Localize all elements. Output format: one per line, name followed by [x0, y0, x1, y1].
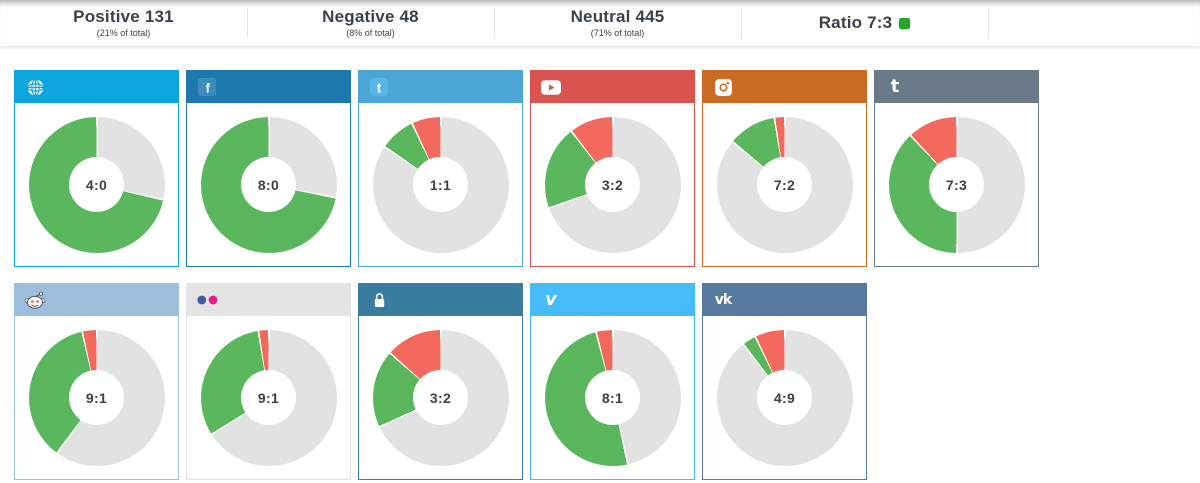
- donut-area-vimeo: 8:1: [531, 316, 694, 479]
- donut-area-twitter: 1:1: [359, 103, 522, 266]
- ratio-label-flickr: 9:1: [257, 389, 280, 406]
- donut-area-reddit: 9:1: [15, 316, 178, 479]
- summary-positive[interactable]: Positive 131 (21% of total): [0, 0, 247, 46]
- donut-area-youtube: 3:2: [531, 103, 694, 266]
- sentiment-donut-youtube[interactable]: 3:2: [544, 116, 681, 253]
- donut-hole: 9:1: [69, 370, 124, 425]
- donut-area-private: 3:2: [359, 316, 522, 479]
- vimeo-icon: v: [545, 289, 557, 310]
- source-card-web: 4:0: [14, 70, 179, 267]
- donut-hole: 3:2: [585, 157, 640, 212]
- positive-count: Positive 131: [73, 7, 174, 27]
- card-header-vk: vk: [703, 284, 866, 316]
- donut-hole: 1:1: [413, 157, 468, 212]
- sentiment-donut-facebook[interactable]: 8:0: [200, 116, 337, 253]
- card-header-reddit: [15, 284, 178, 316]
- svg-text:t: t: [377, 80, 382, 95]
- source-card-tumblr: t 7:3: [874, 70, 1039, 267]
- source-card-twitter: t 1:1: [358, 70, 523, 267]
- summary-negative[interactable]: Negative 48 (8% of total): [247, 0, 494, 46]
- donut-area-tumblr: 7:3: [875, 103, 1038, 266]
- donut-hole: 9:1: [241, 370, 296, 425]
- ratio-color-swatch: [899, 17, 911, 29]
- source-card-youtube: 3:2: [530, 70, 695, 267]
- ratio-label-facebook: 8:0: [257, 176, 280, 193]
- ratio-label-vimeo: 8:1: [601, 389, 624, 406]
- sentiment-donut-twitter[interactable]: 1:1: [372, 116, 509, 253]
- sentiment-donut-instagram[interactable]: 7:2: [716, 116, 853, 253]
- sentiment-donut-web[interactable]: 4:0: [28, 116, 165, 253]
- donut-area-instagram: 7:2: [703, 103, 866, 266]
- card-header-instagram: [703, 71, 866, 103]
- youtube-icon: [540, 76, 562, 98]
- source-card-facebook: f 8:0: [186, 70, 351, 267]
- donut-hole: 4:9: [757, 370, 812, 425]
- summary-ratio[interactable]: Ratio 7:3: [741, 0, 988, 46]
- sentiment-donut-tumblr[interactable]: 7:3: [888, 116, 1025, 253]
- ratio-label-reddit: 9:1: [85, 389, 108, 406]
- donut-area-facebook: 8:0: [187, 103, 350, 266]
- donut-hole: 3:2: [413, 370, 468, 425]
- sentiment-donut-reddit[interactable]: 9:1: [28, 329, 165, 466]
- sentiment-donut-vk[interactable]: 4:9: [716, 329, 853, 466]
- source-card-reddit: 9:1: [14, 283, 179, 480]
- sentiment-donut-private[interactable]: 3:2: [372, 329, 509, 466]
- card-header-twitter: t: [359, 71, 522, 103]
- summary-neutral[interactable]: Neutral 445 (71% of total): [494, 0, 741, 46]
- source-card-vk: vk 4:9: [702, 283, 867, 480]
- summary-bar-empty-space: [988, 0, 1200, 46]
- source-cards-grid: 4:0 f 8:0 t 1:1 3:2 7:2 t 7:3 9:1 9:1 3:2 v 8:1 vk 4:9: [0, 46, 1200, 480]
- donut-hole: 7:2: [757, 157, 812, 212]
- positive-percent: (21% of total): [96, 27, 151, 38]
- card-header-tumblr: t: [875, 71, 1038, 103]
- donut-hole: 4:0: [69, 157, 124, 212]
- neutral-percent: (71% of total): [590, 27, 645, 38]
- ratio-text: Ratio 7:3: [818, 12, 893, 32]
- neutral-count: Neutral 445: [570, 7, 665, 27]
- svg-text:f: f: [206, 80, 211, 95]
- card-header-vimeo: v: [531, 284, 694, 316]
- source-card-vimeo: v 8:1: [530, 283, 695, 480]
- globe-icon: [24, 76, 46, 98]
- card-header-facebook: f: [187, 71, 350, 103]
- ratio-label-instagram: 7:2: [773, 176, 796, 193]
- ratio-label-private: 3:2: [429, 389, 452, 406]
- twitter-icon: t: [368, 76, 390, 98]
- sentiment-donut-vimeo[interactable]: 8:1: [544, 329, 681, 466]
- donut-hole: 8:0: [241, 157, 296, 212]
- donut-area-flickr: 9:1: [187, 316, 350, 479]
- reddit-icon: [24, 289, 46, 311]
- source-card-flickr: 9:1: [186, 283, 351, 480]
- ratio-value: Ratio 7:3: [818, 12, 911, 33]
- ratio-label-youtube: 3:2: [601, 176, 624, 193]
- donut-hole: 7:3: [929, 157, 984, 212]
- source-card-instagram: 7:2: [702, 70, 867, 267]
- card-header-flickr: [187, 284, 350, 316]
- donut-area-vk: 4:9: [703, 316, 866, 479]
- source-card-private: 3:2: [358, 283, 523, 480]
- lock-icon: [368, 289, 390, 311]
- card-header-youtube: [531, 71, 694, 103]
- card-header-private: [359, 284, 522, 316]
- ratio-label-vk: 4:9: [773, 389, 796, 406]
- facebook-icon: f: [196, 76, 218, 98]
- vk-icon: vk: [714, 292, 732, 308]
- summary-bar: Positive 131 (21% of total) Negative 48 …: [0, 0, 1200, 46]
- instagram-icon: [712, 76, 734, 98]
- donut-area-web: 4:0: [15, 103, 178, 266]
- tumblr-icon: t: [890, 76, 900, 97]
- flickr-icon: [196, 289, 218, 311]
- ratio-label-twitter: 1:1: [429, 176, 452, 193]
- ratio-label-tumblr: 7:3: [945, 176, 968, 193]
- ratio-label-web: 4:0: [85, 176, 108, 193]
- donut-hole: 8:1: [585, 370, 640, 425]
- sentiment-donut-flickr[interactable]: 9:1: [200, 329, 337, 466]
- negative-count: Negative 48: [322, 7, 419, 27]
- negative-percent: (8% of total): [346, 27, 395, 38]
- card-header-web: [15, 71, 178, 103]
